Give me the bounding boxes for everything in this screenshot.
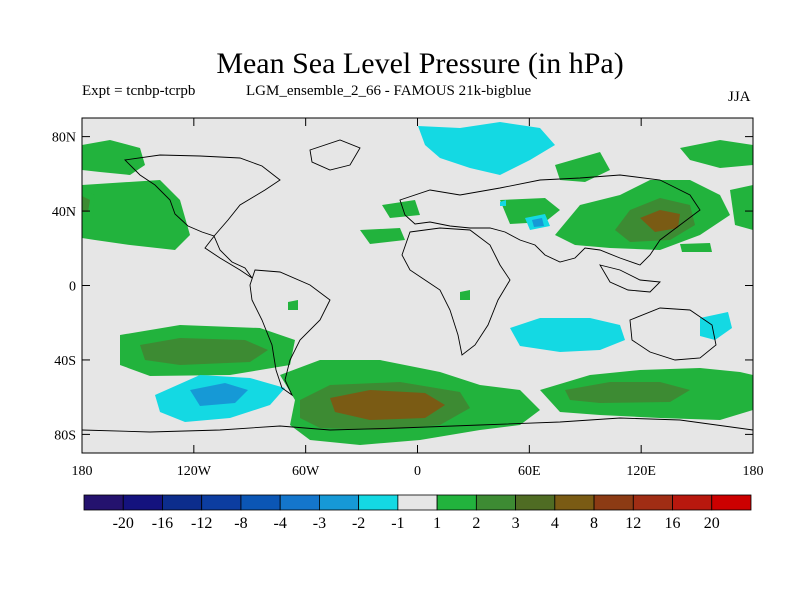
lat-tick-label: 0 [69,280,76,295]
colorbar-label: -12 [191,515,212,532]
coastline [124,154,281,279]
lat-tick-label: 80S [54,428,76,443]
colorbar-swatch [554,494,595,511]
lon-tick-label: 0 [414,464,421,479]
coastline [249,269,331,397]
colorbar-label: -3 [313,515,326,532]
contour-region [382,200,420,218]
colorbar-swatch [83,494,124,511]
contour-region [555,152,610,182]
colorbar-label: -16 [152,515,173,532]
contour-region [680,140,753,168]
contour-region [460,290,470,300]
coastline [82,417,753,433]
contour-fields [82,122,753,445]
contour-region [418,122,555,175]
contour-region [500,200,506,206]
contour-region [730,185,753,230]
colorbar-label: 20 [704,515,720,532]
lon-tick-label: 60E [518,464,541,479]
colorbar-swatch [279,494,320,511]
contour-region [190,383,248,406]
contour-region [82,180,190,250]
experiment-label: Expt = tcnbp-tcrpb [82,83,196,99]
colorbar-swatch [358,494,399,511]
lon-tick-label: 120E [626,464,656,479]
ensemble-label: LGM_ensemble_2_66 - FAMOUS 21k-bigblue [246,83,532,99]
lat-tick-label: 40S [54,354,76,369]
coastline [599,264,661,293]
colorbar-label: -8 [234,515,247,532]
coastline [309,139,361,171]
colorbar-swatch [201,494,242,511]
contour-region [640,210,680,232]
lon-tick-label: 60W [292,464,320,479]
contour-region [82,140,145,175]
colorbar-swatch [162,494,203,511]
contour-region [532,218,544,227]
colorbar-swatch [240,494,281,511]
lat-tick-label: 40N [52,205,76,220]
colorbar-label: 12 [625,515,641,532]
colorbar-swatch [475,494,516,511]
coastline [401,227,511,356]
contour-region [82,196,90,212]
contour-region [330,390,445,420]
lon-tick-label: 180 [72,464,93,479]
colorbar-swatch [397,494,438,511]
colorbar-label: 8 [590,515,598,532]
contour-region [565,382,690,403]
colorbar-swatch [593,494,634,511]
colorbar-swatch [711,494,752,511]
colorbar-label: 1 [433,515,441,532]
colorbar-label: 3 [512,515,520,532]
colorbar-label: -1 [391,515,404,532]
colorbar-label: 16 [665,515,681,532]
colorbar-label: -4 [274,515,287,532]
colorbar: -20 -16 -12 -8 -4 -3 -2 -1 1 2 3 4 8 12 16 20 [83,494,752,532]
colorbar-swatch [672,494,713,511]
lat-tick-label: 80N [52,131,76,146]
lon-tick-label: 120W [177,464,212,479]
colorbar-label: 2 [472,515,480,532]
contour-region [360,228,405,244]
colorbar-swatch [122,494,163,511]
lon-tick-label: 180 [743,464,764,479]
coastline [399,174,701,266]
contour-region [680,243,712,252]
contour-region [140,338,268,365]
colorbar-swatch [319,494,360,511]
contour-region [288,300,298,310]
colorbar-swatch [515,494,556,511]
colorbar-swatch [436,494,477,511]
colorbar-swatch [632,494,673,511]
colorbar-label: -2 [352,515,365,532]
coastline [629,307,717,361]
colorbar-label: 4 [551,515,559,532]
axis-ticks: 80N 40N 0 40S 80S 180 120W 60W 0 60E 120E 180 [52,118,764,479]
chart-title: Mean Sea Level Pressure (in hPa) [216,47,624,80]
contour-region [510,318,625,352]
colorbar-label: -20 [113,515,134,532]
season-label: JJA [728,89,751,105]
contour-region [700,312,732,340]
